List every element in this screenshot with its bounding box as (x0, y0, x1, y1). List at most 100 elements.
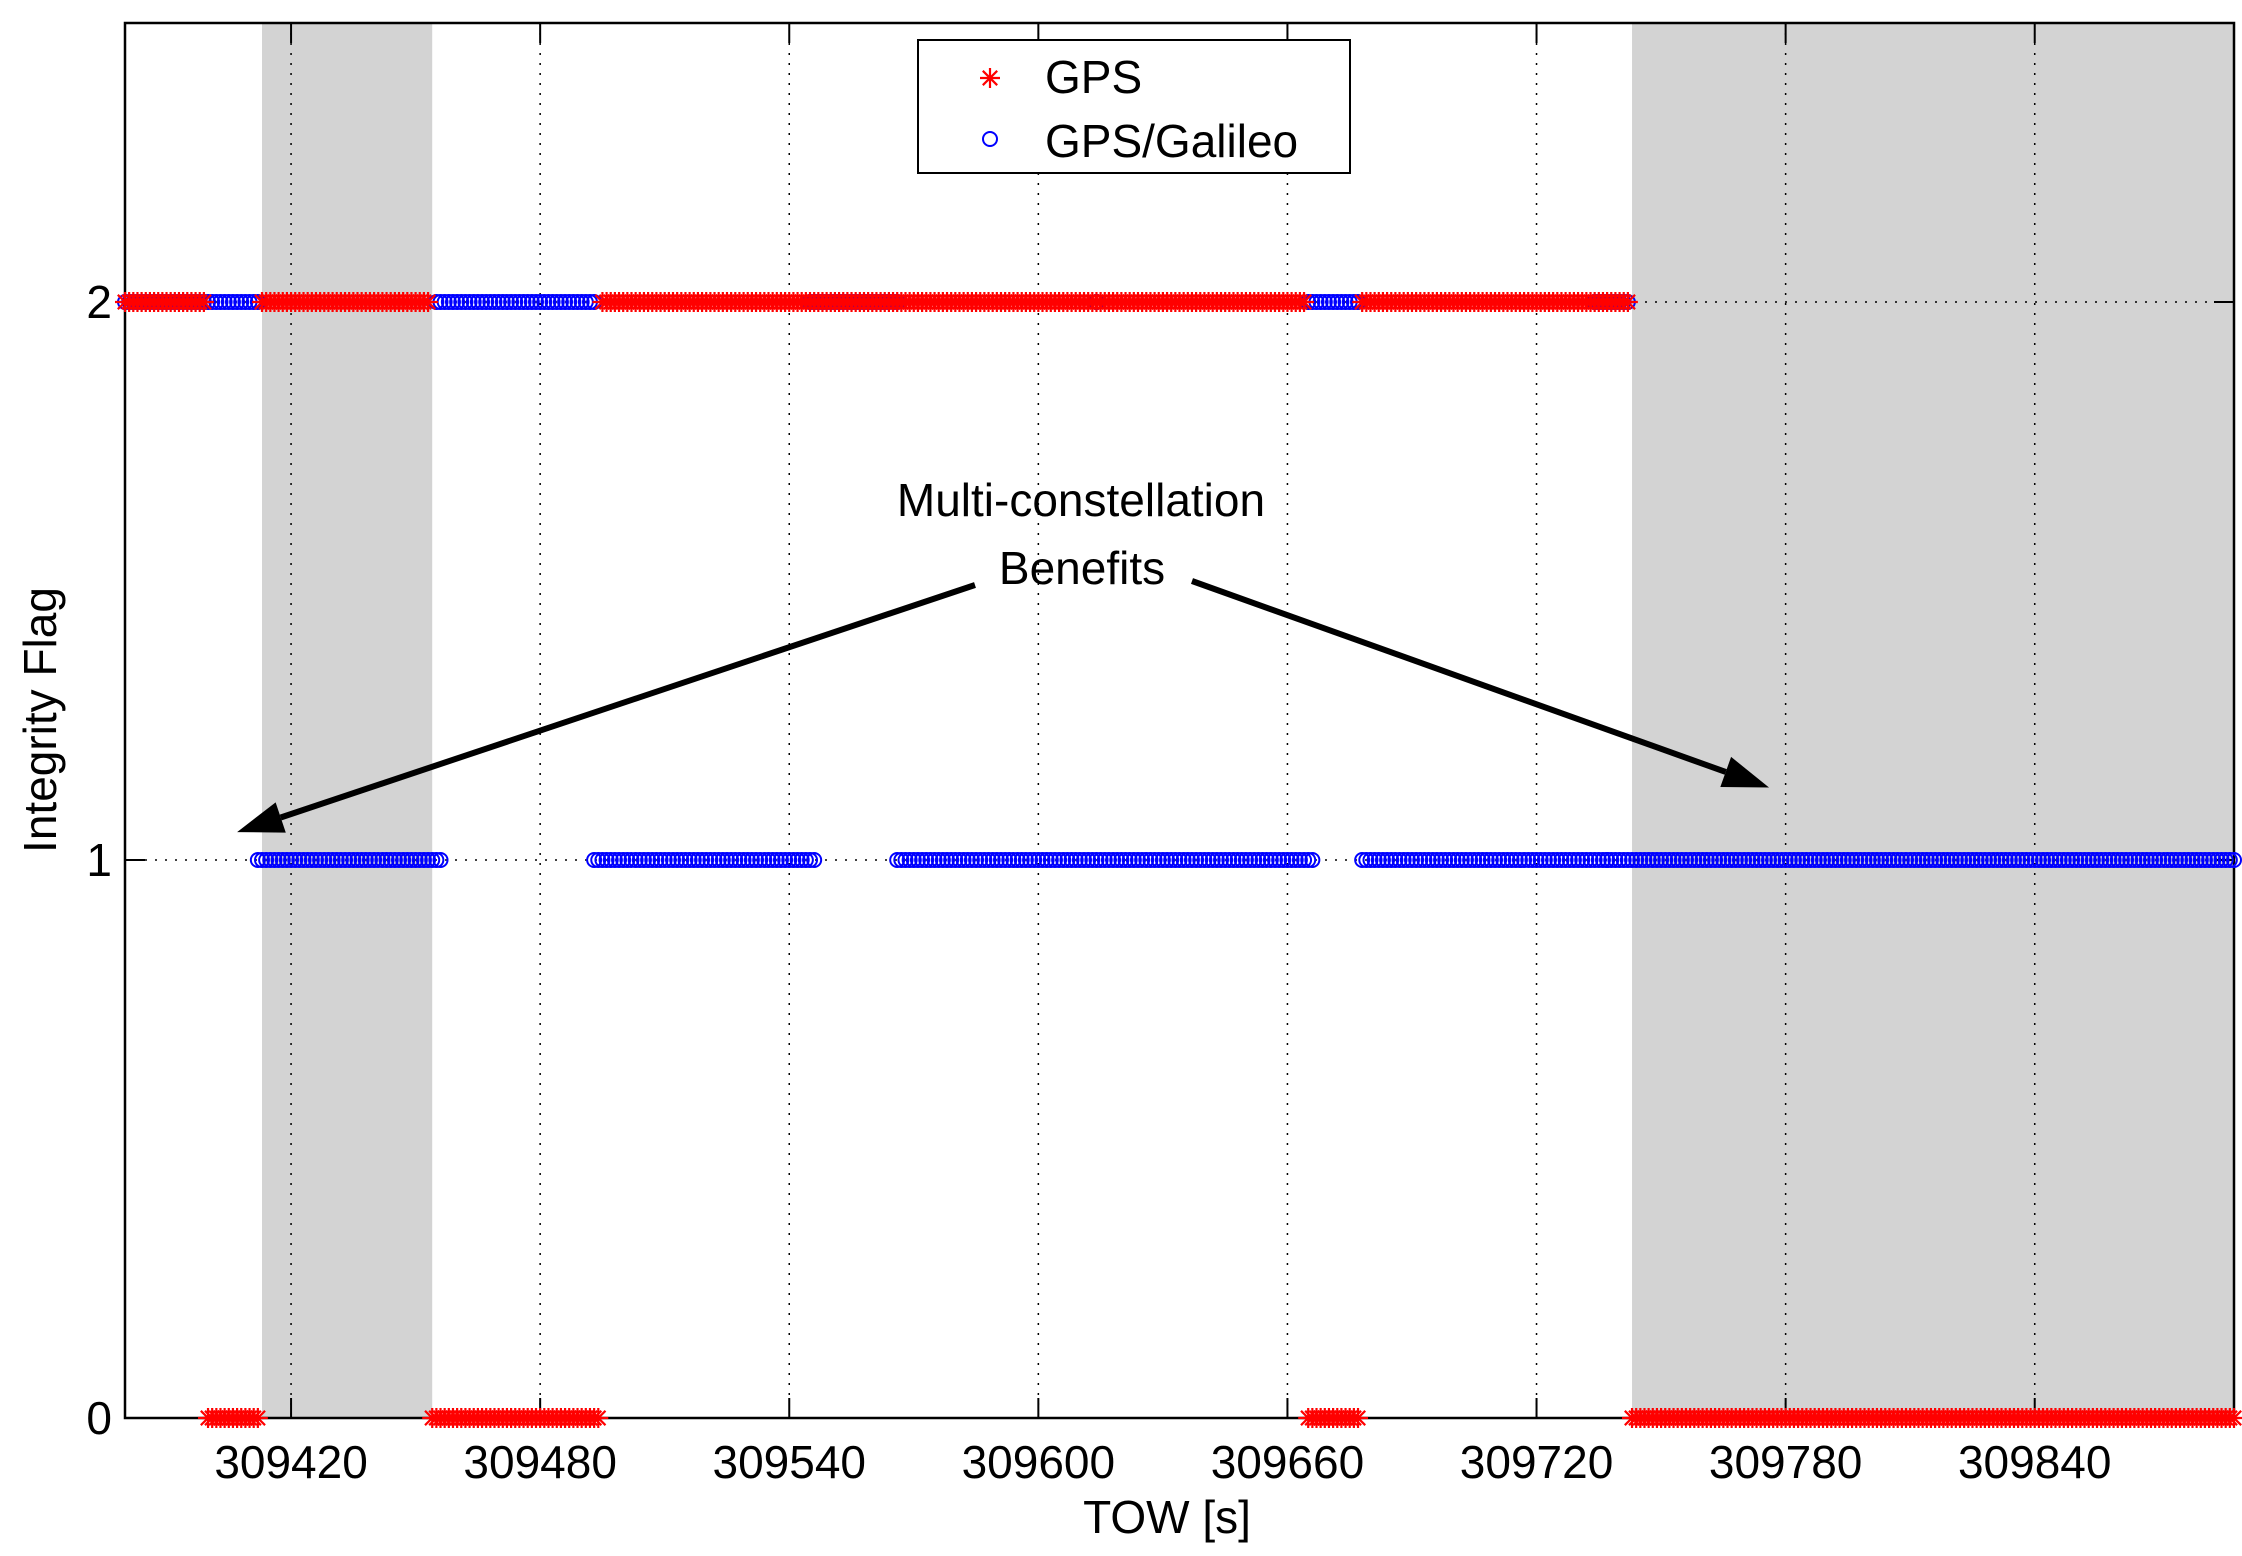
gps-galileo-point (1022, 852, 1039, 868)
gps-galileo-point (1188, 852, 1205, 868)
gps-galileo-point (1196, 852, 1213, 868)
gps-galileo-point (1528, 852, 1545, 868)
gps-galileo-point (353, 852, 370, 868)
gps-galileo-point (1906, 852, 1923, 868)
gps-galileo-point (1046, 852, 1063, 868)
gps-galileo-point (1171, 852, 1188, 868)
gps-galileo-point (2018, 852, 2035, 868)
gps-galileo-point (1287, 852, 1304, 868)
gps-galileo-point (2209, 852, 2226, 868)
gps-galileo-point (1150, 852, 1167, 868)
gps-galileo-point (370, 852, 387, 868)
gps-galileo-point (909, 852, 926, 868)
legend-star-icon (980, 68, 1000, 88)
gps-galileo-point (1682, 852, 1699, 868)
gps-galileo-point (1615, 852, 1632, 868)
gps-galileo-point (1727, 852, 1744, 868)
gps-galileo-point (1902, 852, 1919, 868)
gps-galileo-point (1026, 852, 1043, 868)
gps-galileo-point (283, 852, 300, 868)
gps-galileo-point (781, 852, 798, 868)
gps-galileo-point (2172, 852, 2189, 868)
gps-galileo-point (685, 852, 702, 868)
gps-galileo-point (1590, 852, 1607, 868)
gps-galileo-point (411, 852, 428, 868)
gps-galileo-point (378, 852, 395, 868)
gps-galileo-point (2176, 852, 2193, 868)
gps-galileo-point (523, 294, 540, 310)
gps-galileo-point (1677, 852, 1694, 868)
gps-galileo-point (507, 294, 524, 310)
gps-galileo-point (648, 852, 665, 868)
gps-galileo-point (756, 852, 773, 868)
gps-galileo-point (270, 852, 287, 868)
gps-galileo-point (1802, 852, 1819, 868)
gps-galileo-point (2217, 852, 2234, 868)
gps-galileo-point (1067, 852, 1084, 868)
shaded-region (1632, 23, 2234, 1418)
gps-galileo-point (602, 852, 619, 868)
gps-galileo-point (2134, 852, 2151, 868)
gps-galileo-point (1565, 852, 1582, 868)
gps-galileo-point (1428, 852, 1445, 868)
gps-galileo-point (893, 852, 910, 868)
x-tick-label: 309480 (463, 1436, 617, 1488)
gps-galileo-point (1956, 852, 1973, 868)
gps-galileo-point (303, 852, 320, 868)
gps-galileo-point (2130, 852, 2147, 868)
gps-galileo-point (694, 852, 711, 868)
gps-galileo-point (1719, 852, 1736, 868)
gps-galileo-point (752, 852, 769, 868)
gps-galileo-point (254, 852, 271, 868)
gps-galileo-point (1690, 852, 1707, 868)
gps-galileo-point (1968, 852, 1985, 868)
gps-galileo-point (1922, 852, 1939, 868)
legend-label-gps-galileo: GPS/Galileo (1045, 115, 1298, 167)
gps-galileo-point (1931, 852, 1948, 868)
gps-galileo-point (1868, 852, 1885, 868)
gps-galileo-point (1225, 852, 1242, 868)
gps-galileo-point (2035, 852, 2052, 868)
gps-galileo-point (249, 852, 266, 868)
gps-galileo-point (540, 294, 557, 310)
gps-galileo-point (2005, 852, 2022, 868)
gps-galileo-point (1283, 852, 1300, 868)
gps-galileo-point (1271, 852, 1288, 868)
gps-galileo-point (1877, 852, 1894, 868)
gps-galileo-point (1960, 852, 1977, 868)
gps-galileo-point (349, 852, 366, 868)
gps-galileo-point (328, 852, 345, 868)
gps-galileo-point (1491, 852, 1508, 868)
gps-galileo-point (1237, 852, 1254, 868)
gps-galileo-point (1785, 852, 1802, 868)
gps-galileo-point (1810, 852, 1827, 868)
gps-galileo-point (2201, 852, 2218, 868)
gps-galileo-point (461, 294, 478, 310)
gps-galileo-point (606, 852, 623, 868)
gps-galileo-point (440, 294, 457, 310)
gps-galileo-point (1113, 852, 1130, 868)
gps-galileo-point (2101, 852, 2118, 868)
gps-galileo-point (1898, 852, 1915, 868)
gps-galileo-point (594, 852, 611, 868)
gps-galileo-point (1964, 852, 1981, 868)
gps-galileo-point (1673, 852, 1690, 868)
gps-galileo-point (980, 852, 997, 868)
gps-galileo-point (1644, 852, 1661, 868)
gps-galileo-point (565, 294, 582, 310)
shaded-regions (262, 23, 2234, 1418)
gps-galileo-point (1885, 852, 1902, 868)
gps-galileo-point (988, 852, 1005, 868)
gps-galileo-point (403, 852, 420, 868)
gps-galileo-point (1462, 852, 1479, 868)
gps-galileo-point (1320, 294, 1337, 310)
gps-galileo-point (1640, 852, 1657, 868)
annotation-line-1: Multi-constellation (897, 474, 1265, 526)
gps-galileo-point (1611, 852, 1628, 868)
gps-galileo-point (1752, 852, 1769, 868)
gps-galileo-point (631, 852, 648, 868)
legend-box (917, 39, 1351, 174)
gps-galileo-point (1250, 852, 1267, 868)
gps-galileo-point (1839, 852, 1856, 868)
gps-galileo-point (1159, 852, 1176, 868)
